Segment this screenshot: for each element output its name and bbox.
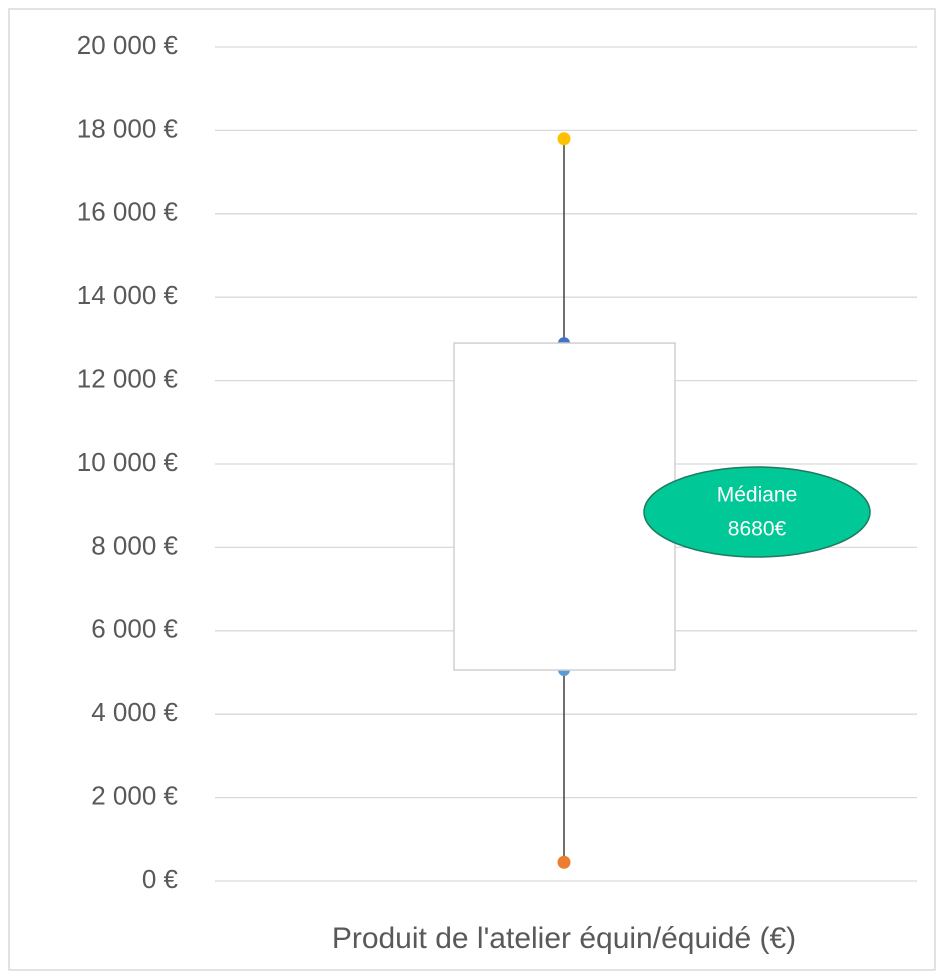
y-tick-label: 14 000 € bbox=[77, 280, 179, 310]
extreme-point bbox=[557, 132, 571, 146]
box bbox=[453, 342, 676, 671]
y-tick-label: 0 € bbox=[142, 864, 179, 894]
annotation-bubble bbox=[643, 466, 871, 558]
y-tick-label: 4 000 € bbox=[91, 697, 178, 727]
y-tick-label: 18 000 € bbox=[77, 113, 179, 143]
y-tick-label: 6 000 € bbox=[91, 614, 178, 644]
annotation-text: 8680€ bbox=[728, 518, 787, 541]
y-tick-label: 12 000 € bbox=[77, 363, 179, 393]
y-tick-label: 20 000 € bbox=[77, 30, 179, 60]
annotation-text: Médiane bbox=[717, 484, 798, 507]
y-tick-label: 10 000 € bbox=[77, 447, 179, 477]
y-tick-label: 8 000 € bbox=[91, 530, 178, 560]
extreme-point bbox=[557, 855, 571, 869]
y-tick-label: 16 000 € bbox=[77, 197, 179, 227]
y-tick-label: 2 000 € bbox=[91, 780, 178, 810]
x-tick-label: Produit de l'atelier équin/équidé (€) bbox=[332, 922, 796, 955]
